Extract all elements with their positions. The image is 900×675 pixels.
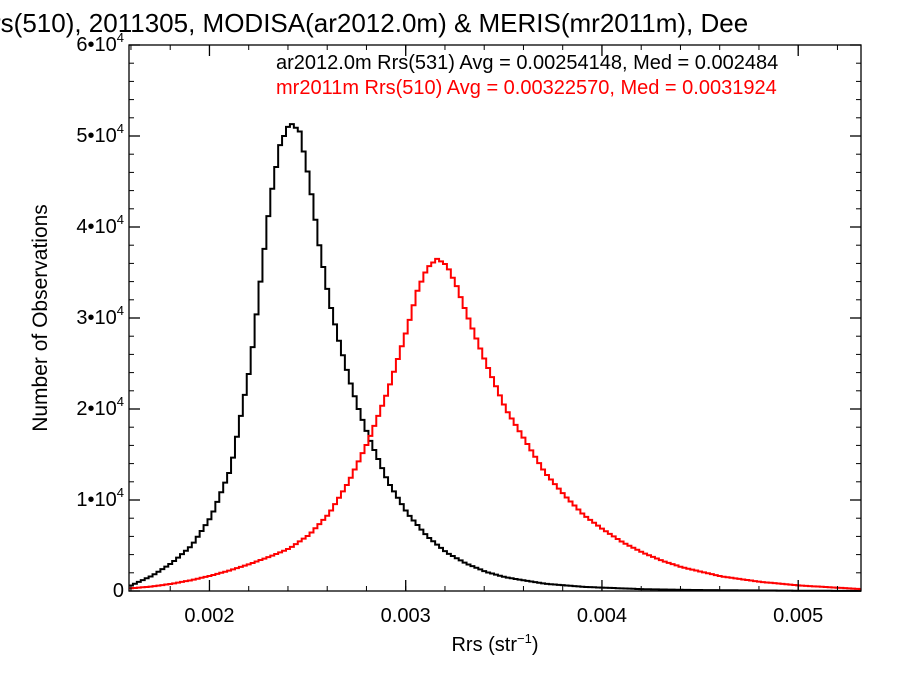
- y-tick-label-4: 4•104: [76, 212, 124, 238]
- y-axis-label: Number of Observations: [29, 204, 52, 432]
- labels-layer: 0.002 0.003 0.004 0.005 0 1•104 2•104 3•104 4•10…: [76, 30, 823, 627]
- x-axis-label: Rrs (str−1): [451, 631, 538, 656]
- y-tick-label-1: 1•104: [76, 485, 124, 511]
- x-axis-label-end: ): [532, 634, 539, 656]
- x-tick-label-3: 0.005: [773, 605, 823, 627]
- y-tick-label-5: 5•104: [76, 121, 124, 147]
- ticks-layer: [129, 44, 861, 592]
- x-tick-label-0: 0.002: [184, 605, 234, 627]
- series-layer: [129, 123, 861, 592]
- y-tick-label-2: 2•104: [76, 394, 124, 420]
- y-tick-label-0: 0: [113, 580, 124, 602]
- y-tick-label-3: 3•104: [76, 303, 124, 329]
- histogram-series-0: [129, 123, 861, 592]
- x-tick-label-2: 0.004: [577, 605, 627, 627]
- histogram-series-1: [129, 257, 861, 591]
- y-tick-label-6: 6•104: [76, 30, 124, 56]
- chart-title: rs(510), 2011305, MODISA(ar2012.0m) & ME…: [0, 8, 748, 38]
- plot-frame: [128, 44, 862, 592]
- x-axis-label-sup: −1: [517, 631, 532, 646]
- annotation-meris: mr2011m Rrs(510) Avg = 0.00322570, Med =…: [276, 77, 777, 99]
- x-tick-label-1: 0.003: [381, 605, 431, 627]
- x-axis-label-main: Rrs (str: [451, 634, 517, 656]
- annotation-modisa: ar2012.0m Rrs(531) Avg = 0.00254148, Med…: [276, 52, 778, 74]
